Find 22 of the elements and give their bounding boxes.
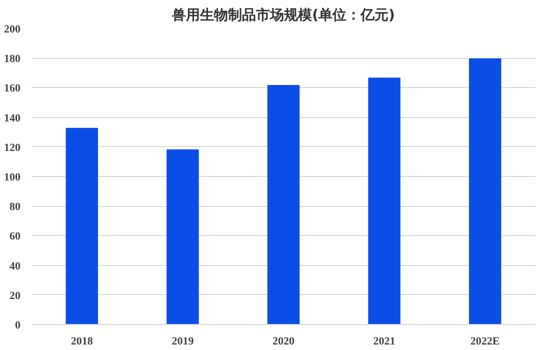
y-tick-label: 160 bbox=[4, 82, 21, 95]
y-tick-label: 120 bbox=[4, 142, 21, 154]
bar bbox=[468, 58, 502, 324]
y-tick-label: 80 bbox=[10, 201, 21, 214]
y-tick-label: 200 bbox=[4, 24, 21, 36]
chart-title: 兽用生物制品市场规模(单位：亿元) bbox=[171, 6, 395, 24]
x-tick-label: 2022E bbox=[470, 336, 500, 348]
y-tick-label: 40 bbox=[10, 260, 21, 272]
bar bbox=[166, 149, 199, 324]
y-tick-label: 0 bbox=[15, 320, 21, 332]
y-tick-label: 140 bbox=[4, 112, 21, 124]
bar bbox=[368, 78, 400, 324]
y-tick-label: 100 bbox=[4, 172, 21, 184]
y-tick-label: 60 bbox=[10, 230, 21, 243]
x-tick-label: 2019 bbox=[172, 336, 194, 348]
bar bbox=[267, 84, 300, 324]
y-tick-label: 20 bbox=[10, 290, 21, 302]
x-tick-label: 2021 bbox=[373, 336, 396, 348]
x-tick-label: 2018 bbox=[70, 336, 94, 348]
bar bbox=[66, 128, 98, 324]
y-tick-label: 180 bbox=[4, 53, 21, 66]
x-tick-label: 2020 bbox=[272, 336, 295, 348]
